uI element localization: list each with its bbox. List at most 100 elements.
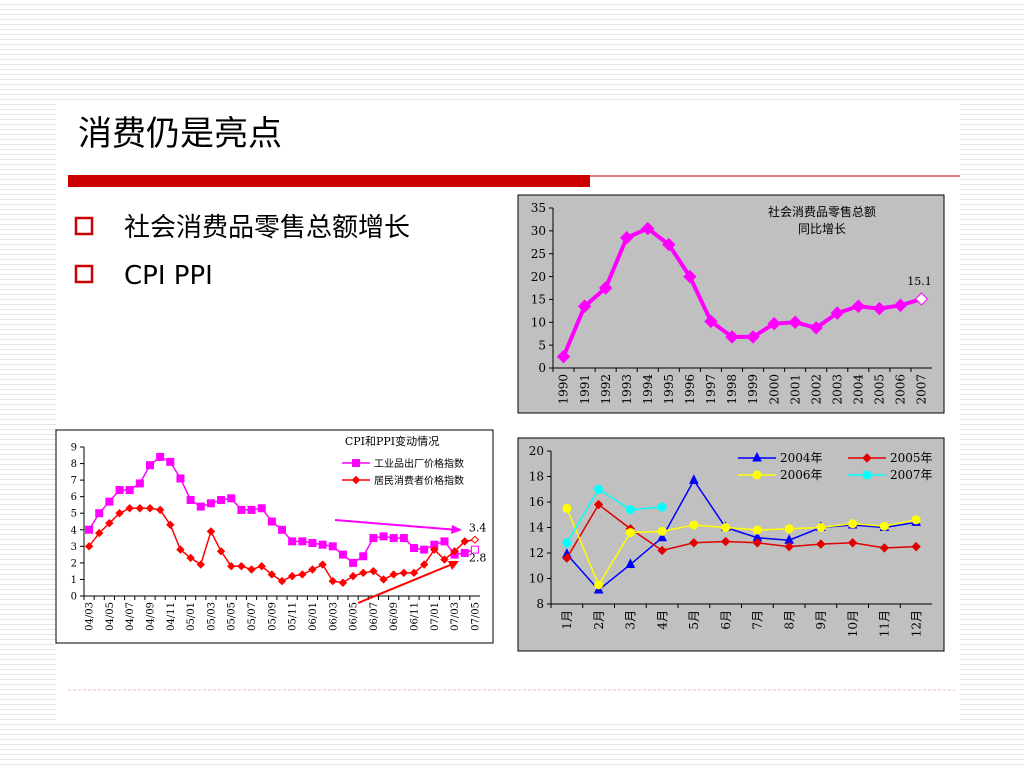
x-tick-label: 10月 — [846, 610, 860, 637]
x-tick-label: 2006 — [894, 374, 908, 405]
marker — [135, 479, 144, 488]
annotation-arrows — [334, 519, 462, 604]
marker — [470, 535, 480, 544]
y-tick-label: 8 — [71, 459, 77, 470]
marker — [105, 518, 114, 528]
legend-label: 2006年 — [780, 468, 823, 482]
x-tick-label: 1997 — [704, 374, 718, 405]
marker — [227, 494, 236, 503]
marker — [746, 330, 760, 344]
y-tick-label: 3 — [71, 542, 77, 553]
marker — [206, 499, 215, 508]
data-label: 2.8 — [469, 552, 487, 565]
marker — [84, 542, 94, 551]
x-tick-label: 06/11 — [410, 602, 421, 631]
y-tick-label: 10 — [531, 315, 546, 329]
x-tick-label: 2007 — [915, 374, 929, 405]
marker — [298, 537, 307, 546]
y-tick-label: 4 — [71, 525, 77, 536]
y-tick-label: 12 — [529, 546, 544, 560]
x-tick-label: 3月 — [624, 610, 638, 630]
x-tick-label: 5月 — [687, 610, 701, 630]
marker — [217, 495, 226, 504]
marker — [206, 527, 216, 536]
y-tick-label: 5 — [71, 509, 77, 520]
chart-title: 社会消费品零售总额 — [768, 204, 876, 219]
marker — [379, 575, 388, 584]
x-tick-label: 9月 — [814, 610, 828, 630]
x-tick-label: 04/11 — [166, 602, 177, 631]
marker — [862, 470, 872, 480]
y-tick-label: 6 — [71, 492, 77, 503]
x-tick-label: 04/09 — [146, 602, 157, 631]
x-tick-label: 07/05 — [470, 602, 481, 631]
chart-title: 同比增长 — [798, 222, 846, 236]
marker — [683, 269, 697, 284]
marker — [641, 221, 655, 236]
x-tick-label: 1998 — [725, 374, 739, 405]
series-line — [566, 503, 917, 559]
x-tick-label: 05/09 — [267, 602, 278, 631]
marker — [237, 561, 246, 571]
marker — [577, 299, 592, 313]
marker — [593, 499, 604, 510]
x-tick-label: 06/09 — [389, 602, 400, 631]
marker — [166, 520, 175, 530]
marker — [328, 542, 337, 551]
slide-title: 消费仍是亮点 — [78, 114, 282, 154]
marker — [872, 301, 887, 316]
marker — [430, 545, 439, 554]
marker — [689, 474, 699, 484]
marker — [216, 547, 226, 556]
x-tick-label: 1995 — [662, 374, 676, 405]
marker — [115, 509, 124, 518]
marker — [196, 502, 205, 511]
title-bar — [68, 175, 590, 187]
x-tick-label: 1月 — [560, 610, 574, 630]
marker — [752, 538, 763, 548]
x-tick-label: 2002 — [809, 374, 823, 405]
y-tick-label: 1 — [71, 575, 77, 586]
x-tick-label: 2000 — [767, 374, 781, 405]
marker — [267, 570, 277, 579]
marker — [257, 561, 266, 571]
marker — [247, 505, 256, 514]
marker — [379, 532, 388, 541]
y-tick-label: 0 — [71, 592, 77, 603]
marker — [348, 571, 358, 581]
marker — [257, 504, 266, 513]
x-tick-label: 06/03 — [328, 602, 339, 631]
x-tick-label: 12月 — [909, 610, 923, 637]
y-tick-label: 20 — [529, 444, 544, 458]
marker — [186, 495, 195, 504]
marker — [389, 534, 398, 543]
marker — [105, 497, 114, 506]
bullet-icon — [74, 264, 94, 284]
bullet: 社会消费品零售总额增长 — [124, 213, 410, 243]
marker — [752, 451, 762, 462]
marker — [156, 452, 165, 461]
marker — [318, 560, 327, 569]
marker — [247, 565, 256, 574]
marker — [145, 504, 155, 513]
marker — [689, 538, 699, 548]
x-tick-label: 04/05 — [105, 602, 116, 631]
marker — [911, 541, 921, 552]
marker — [752, 470, 762, 480]
marker — [657, 531, 667, 542]
x-tick-label: 05/01 — [186, 602, 197, 631]
marker — [657, 545, 667, 556]
x-tick-label: 7月 — [751, 610, 765, 630]
marker — [851, 299, 866, 313]
marker — [470, 545, 479, 554]
marker — [278, 525, 286, 534]
x-tick-label: 05/11 — [288, 602, 299, 631]
series-line — [566, 508, 917, 587]
chart: 0 5 10 15 20 25 30 35 1990 1991 1992 1993 1994 1995 19… — [517, 194, 945, 414]
y-tick-label: 25 — [531, 247, 546, 261]
y-tick-label: 35 — [531, 201, 546, 215]
marker — [196, 560, 205, 569]
chart: 0 1 2 3 4 5 6 7 8 9 04/03 04/05 04/07 04/09 04/11 05/01… — [55, 429, 494, 644]
marker — [308, 565, 317, 574]
marker — [95, 509, 104, 518]
